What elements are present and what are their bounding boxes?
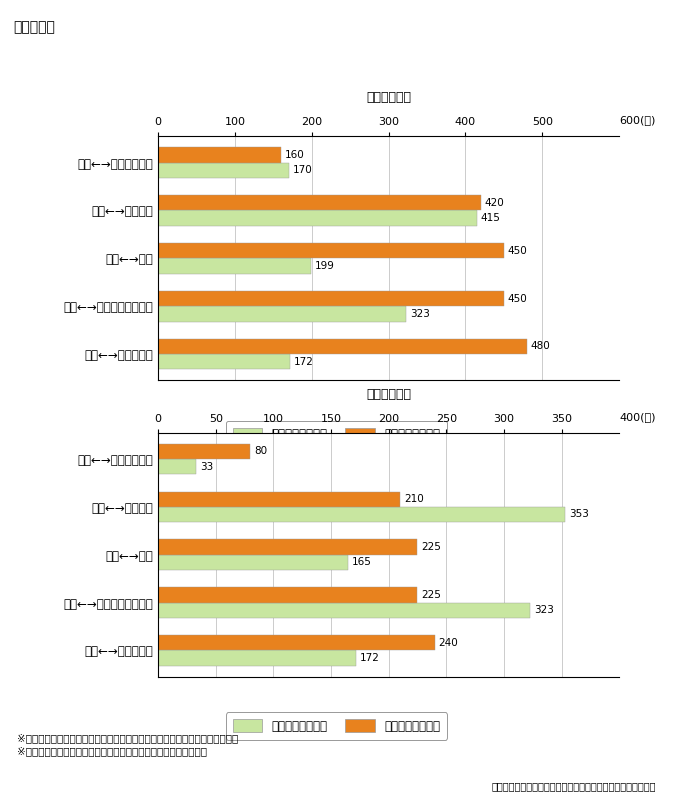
Bar (158, 354, 290, 369)
Text: 415: 415 (481, 213, 501, 223)
Text: 165: 165 (352, 557, 372, 567)
Legend: 各都市から東京へ, 東京から各都市へ: 各都市から東京へ, 東京から各都市へ (225, 421, 448, 448)
Text: 199: 199 (315, 261, 334, 271)
Text: 172: 172 (360, 653, 380, 663)
Bar (158, 243, 504, 258)
Text: 323: 323 (534, 606, 554, 615)
Text: 480: 480 (530, 341, 551, 352)
Text: 420: 420 (485, 198, 504, 207)
Text: 33: 33 (200, 461, 213, 472)
Bar (158, 147, 281, 163)
Text: 400(円): 400(円) (619, 412, 656, 421)
Bar (158, 163, 289, 178)
Bar (158, 602, 530, 618)
Bar (158, 211, 477, 226)
Bar (158, 459, 197, 474)
Legend: 各都市から東京へ, 東京から各都市へ: 各都市から東京へ, 東京から各都市へ (225, 712, 448, 739)
Text: （割引料金）: （割引料金） (366, 388, 411, 400)
Text: 172: 172 (294, 356, 314, 367)
Text: 225: 225 (421, 542, 441, 552)
Text: ※　デュッセルドルフ及びジュネーブ発は、割引適用のプランなし: ※ デュッセルドルフ及びジュネーブ発は、割引適用のプランなし (17, 747, 207, 756)
Text: 323: 323 (410, 309, 430, 319)
Bar (158, 492, 400, 507)
Text: 225: 225 (421, 590, 441, 600)
Bar (158, 539, 417, 554)
Text: 【住宅用】: 【住宅用】 (13, 20, 55, 34)
Bar (158, 291, 504, 306)
Bar (158, 650, 357, 666)
Text: 80: 80 (254, 446, 267, 457)
Bar (158, 258, 311, 274)
Text: 170: 170 (293, 165, 312, 175)
Text: 450: 450 (507, 293, 528, 304)
Bar (158, 587, 417, 602)
Text: 210: 210 (404, 494, 423, 504)
Bar (158, 635, 435, 650)
Bar (158, 444, 250, 459)
Text: 総務省「電気通信サービスに係る内外価格差調査」により作成: 総務省「電気通信サービスに係る内外価格差調査」により作成 (492, 782, 656, 791)
Bar (158, 195, 481, 211)
Text: 353: 353 (569, 509, 589, 520)
Text: 160: 160 (285, 150, 304, 160)
Text: ※　料金の算出にあたっては、各都市において利用可能な各種割引料金を適用: ※ 料金の算出にあたっては、各都市において利用可能な各種割引料金を適用 (17, 733, 238, 743)
Text: 600(円): 600(円) (619, 115, 656, 125)
Text: 450: 450 (507, 246, 528, 256)
Text: （通常料金）: （通常料金） (366, 91, 411, 104)
Bar (158, 339, 527, 354)
Bar (158, 507, 565, 522)
Text: 240: 240 (438, 638, 458, 648)
Bar (158, 306, 406, 321)
Bar (158, 554, 349, 570)
